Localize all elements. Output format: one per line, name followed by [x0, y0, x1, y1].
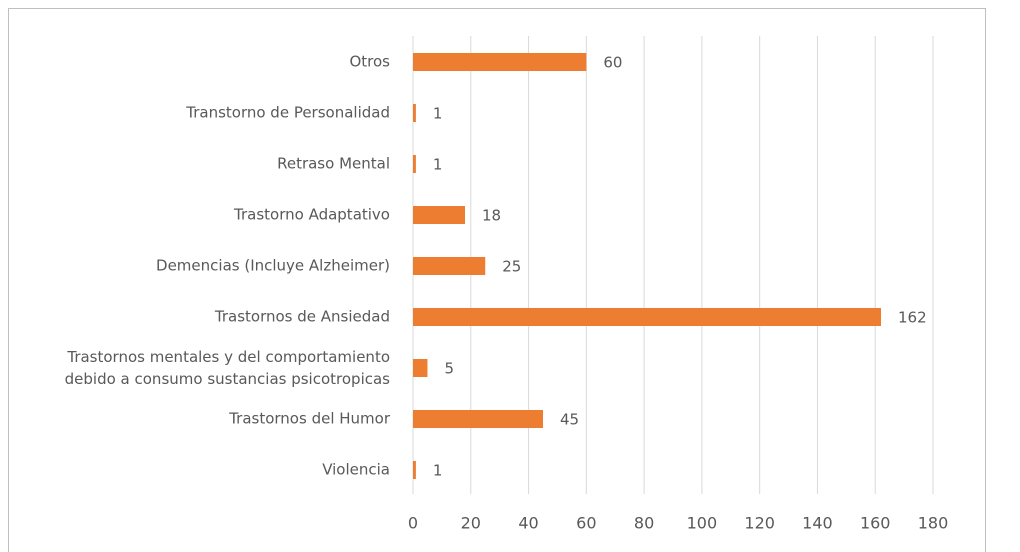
y-tick-label: Trastorno Adaptativo: [233, 206, 390, 224]
bar: [413, 308, 881, 326]
x-tick-label: 100: [687, 514, 718, 533]
bar: [413, 53, 587, 71]
x-tick-label: 120: [744, 514, 775, 533]
x-tick-label: 140: [802, 514, 833, 533]
chart-frame: [8, 8, 986, 552]
x-tick-label: 20: [461, 514, 481, 533]
x-tick-label: 160: [860, 514, 891, 533]
y-tick-label: Transtorno de Personalidad: [185, 104, 390, 122]
bar: [413, 410, 543, 428]
bar: [413, 359, 428, 377]
data-label: 1: [433, 462, 443, 480]
y-tick-label: Trastornos mentales y del comportamiento…: [60, 348, 390, 388]
bar: [413, 104, 416, 122]
bar: [413, 155, 416, 173]
y-tick-label: Retraso Mental: [277, 155, 390, 173]
bar: [413, 461, 416, 479]
data-label: 5: [444, 360, 454, 378]
x-tick-label: 0: [408, 514, 418, 533]
data-label: 1: [433, 105, 443, 123]
x-tick-label: 60: [576, 514, 596, 533]
x-tick-label: 180: [918, 514, 949, 533]
y-tick-label: Trastornos de Ansiedad: [214, 308, 390, 326]
y-tick-label: Otros: [349, 53, 390, 71]
bar: [413, 206, 465, 224]
data-label: 60: [603, 54, 622, 72]
x-tick-label: 80: [634, 514, 654, 533]
data-label: 45: [560, 411, 579, 429]
y-tick-label: Trastornos del Humor: [228, 410, 391, 428]
data-label: 162: [898, 309, 927, 327]
x-tick-label: 40: [518, 514, 538, 533]
bar: [413, 257, 486, 275]
data-label: 1: [433, 156, 443, 174]
y-tick-label: Demencias (Incluye Alzheimer): [156, 257, 390, 275]
y-tick-label: Violencia: [322, 461, 390, 479]
data-label: 25: [502, 258, 521, 276]
data-label: 18: [482, 207, 501, 225]
